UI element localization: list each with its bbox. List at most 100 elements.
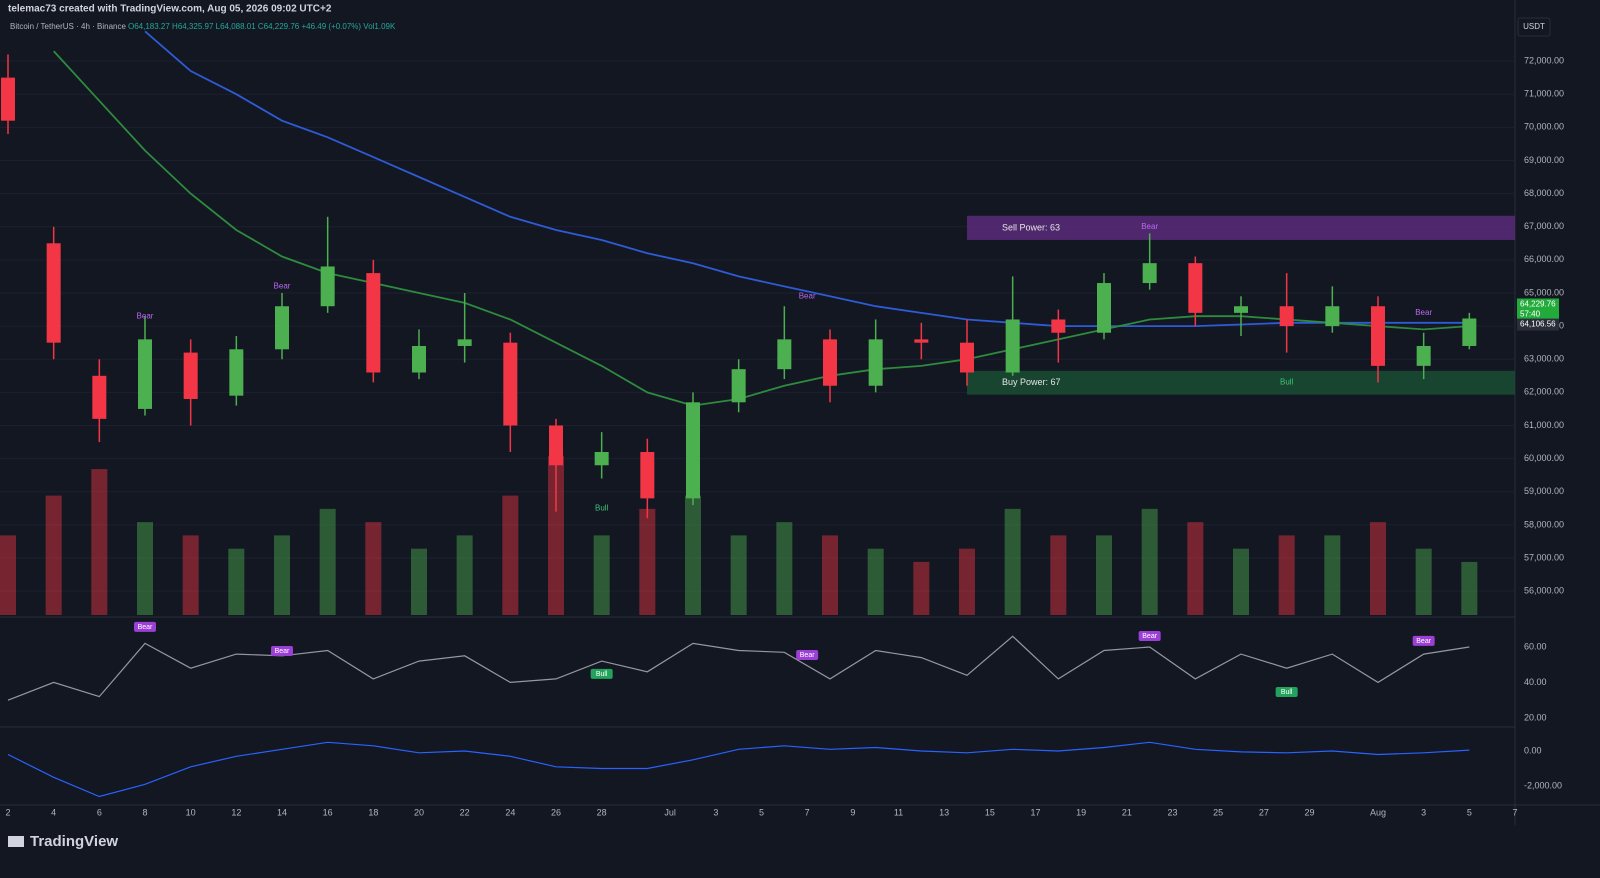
- x-tick-label: 21: [1122, 807, 1132, 817]
- candle-body: [731, 369, 746, 403]
- x-tick-label: 19: [1076, 807, 1086, 817]
- candle-body: [92, 375, 107, 419]
- volume-bar: [1096, 535, 1112, 615]
- y-tick-label: 63,000.00: [1524, 354, 1564, 364]
- signal-badge: [1412, 635, 1435, 646]
- y-tick-label: 67,000.00: [1524, 221, 1564, 231]
- signal-label: Bear: [274, 281, 291, 290]
- y-tick-label: 60,000.00: [1524, 453, 1564, 463]
- volume-bar: [730, 535, 747, 615]
- x-tick-label: Aug: [1370, 807, 1386, 817]
- signal-label: Bull: [1280, 378, 1294, 387]
- volume-bar: [1370, 522, 1386, 615]
- y-tick-label: 56,000.00: [1524, 586, 1564, 596]
- y-tick-label: 71,000.00: [1524, 89, 1564, 99]
- moving-average: [53, 50, 1470, 407]
- volume-bar: [867, 548, 884, 615]
- y-tick-label: 65,000.00: [1524, 287, 1564, 297]
- volume-bar: [1415, 548, 1432, 615]
- signal-label: Bear: [275, 648, 290, 655]
- volume-bar: [959, 548, 975, 615]
- signal-label: Bull: [595, 503, 609, 512]
- signal-badge: [796, 649, 819, 660]
- power-zone: [967, 215, 1515, 240]
- y-tick-label: 70,000.00: [1524, 122, 1564, 132]
- candle-body: [549, 425, 563, 466]
- x-tick-label: 11: [894, 807, 903, 817]
- candle-body: [1097, 283, 1111, 333]
- volume-bar: [228, 548, 245, 615]
- rsi-line: [7, 635, 1470, 701]
- volume-bar: [0, 535, 16, 615]
- volume-bar: [593, 535, 610, 615]
- candle-body: [183, 352, 198, 399]
- x-tick-label: 9: [850, 807, 855, 817]
- volume-bar: [137, 522, 153, 615]
- candle-body: [686, 402, 700, 499]
- volume-bar: [456, 535, 473, 615]
- x-tick-label: 16: [323, 807, 333, 817]
- candle-body: [229, 349, 244, 396]
- brand: TradingView: [30, 833, 118, 850]
- volume-bar: [1461, 561, 1478, 615]
- x-tick-label: 22: [460, 807, 470, 817]
- macd-line: [7, 741, 1470, 798]
- candle-body: [1188, 263, 1203, 313]
- x-tick-label: 24: [505, 807, 515, 817]
- brand-logo: [8, 836, 24, 847]
- y-tick-label: 62,000.00: [1524, 387, 1564, 397]
- candle-body: [960, 342, 974, 373]
- y-tick-label: 59,000.00: [1524, 486, 1564, 496]
- volume-bar: [1004, 508, 1021, 615]
- candle-body: [1005, 319, 1020, 373]
- currency-button[interactable]: [1517, 17, 1551, 37]
- currency[interactable]: USDT: [1523, 22, 1545, 31]
- x-tick-label: 17: [1030, 807, 1040, 817]
- y-tick-label: 61,000.00: [1524, 420, 1564, 430]
- x-tick-label: 3: [713, 807, 718, 817]
- x-tick-label: 7: [805, 807, 810, 817]
- candle-body: [777, 339, 792, 370]
- candle-body: [412, 345, 426, 373]
- x-tick-label: 14: [277, 807, 287, 817]
- x-tick-label: 18: [368, 807, 378, 817]
- candle-body: [1325, 306, 1340, 327]
- y-tick-label: 72,000.00: [1524, 55, 1564, 65]
- x-tick-label: Jul: [664, 807, 676, 817]
- volume-bar: [913, 561, 930, 615]
- x-tick-label: 20: [414, 807, 424, 817]
- x-tick-label: 15: [985, 807, 995, 817]
- y-tick-label: 60.00: [1524, 641, 1547, 651]
- volume-bar: [1278, 535, 1295, 615]
- signal-label: Bear: [1415, 308, 1432, 317]
- signal-label: Bull: [1281, 689, 1293, 696]
- candle-body: [1142, 263, 1157, 284]
- volume-bar: [319, 508, 336, 615]
- candle-body: [1051, 319, 1066, 333]
- x-tick-label: 25: [1213, 807, 1223, 817]
- candle-body: [503, 342, 518, 426]
- candle-body: [457, 339, 472, 346]
- candle-body: [1234, 306, 1248, 313]
- y-tick-label: 40.00: [1524, 677, 1547, 687]
- candle-body: [275, 306, 289, 350]
- candle-body: [46, 243, 61, 343]
- signal-label: Bull: [596, 671, 608, 678]
- volume-bar: [91, 469, 108, 615]
- x-tick-label: 7: [1512, 807, 1517, 817]
- volume-bar: [502, 495, 519, 615]
- signal-label: Bear: [137, 311, 154, 320]
- x-tick-label: 29: [1304, 807, 1314, 817]
- signal-label: Bear: [1416, 638, 1431, 645]
- volume-bar: [411, 548, 427, 615]
- volume-bar: [182, 535, 199, 615]
- volume-bar: [1187, 522, 1204, 615]
- y-tick-label: 68,000.00: [1524, 188, 1564, 198]
- x-tick-label: 2: [5, 807, 10, 817]
- candle-body: [914, 339, 929, 343]
- price-tag: [1517, 298, 1559, 311]
- countdown: 57:40: [1520, 310, 1541, 319]
- signal-badge: [1138, 630, 1161, 641]
